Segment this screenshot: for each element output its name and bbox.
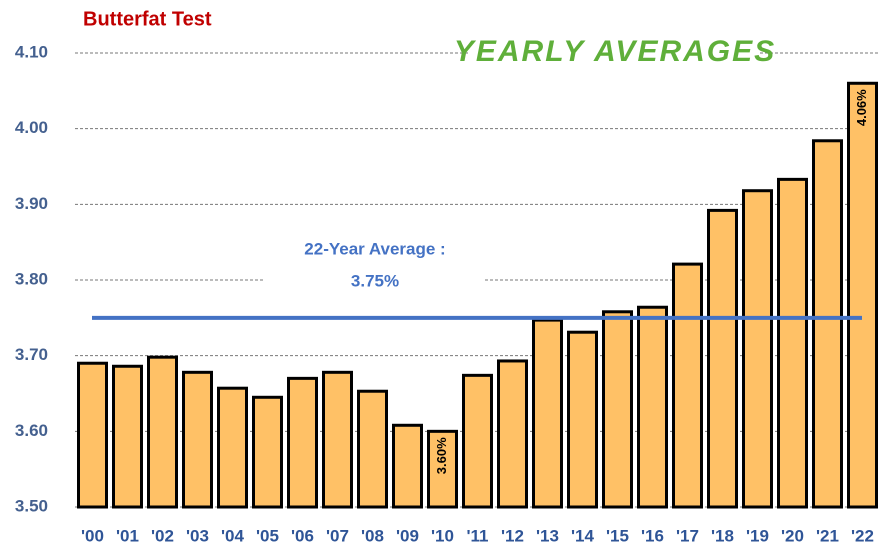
bar [357,389,388,509]
x-tick-label: '06 [291,526,314,545]
x-tick-label: '10 [431,526,454,545]
x-tick-label: '17 [676,526,699,545]
y-tick-label: 3.90 [15,194,48,213]
average-value-label: 3.75% [351,271,399,290]
x-tick-label: '19 [746,526,769,545]
x-tick-label: '15 [606,526,629,545]
annotation-background [265,230,485,300]
y-tick-label: 4.10 [15,42,48,61]
bar [427,429,458,509]
value-label: 3.60% [434,437,449,474]
x-tick-label: '11 [466,526,488,545]
bar [602,310,633,509]
x-tick-label: '02 [151,526,174,545]
bar [742,189,773,509]
x-tick-label: '00 [81,526,104,545]
bar [812,139,843,509]
bar [777,177,808,509]
average-label: 22-Year Average : [304,239,445,258]
chart-title: Butterfat Test [83,8,212,30]
x-tick-label: '14 [571,526,594,545]
x-tick-label: '16 [641,526,664,545]
x-tick-label: '07 [326,526,349,545]
bar [322,370,353,509]
x-tick-label: '20 [781,526,804,545]
x-tick-label: '09 [396,526,419,545]
bar [252,395,283,509]
bar [497,359,528,509]
x-tick-label: '08 [361,526,384,545]
bar [112,364,143,509]
x-tick-label: '21 [816,526,839,545]
bar [182,370,213,509]
x-tick-label: '01 [116,526,139,545]
bar [462,373,493,509]
y-tick-label: 4.00 [15,118,48,137]
bar [672,262,703,509]
bar [217,386,248,509]
x-tick-label: '18 [711,526,734,545]
bar [707,208,738,509]
x-tick-label: '22 [851,526,874,545]
bar [392,423,423,509]
bar [147,355,178,509]
bar [77,361,108,509]
y-tick-label: 3.80 [15,269,48,288]
bar [567,330,598,509]
bar [847,81,878,509]
bar [287,376,318,509]
x-tick-label: '12 [501,526,524,545]
subtitle-background [470,32,760,72]
bar [532,318,563,509]
x-tick-label: '05 [256,526,279,545]
y-tick-label: 3.60 [15,421,48,440]
x-tick-label: '04 [221,526,244,545]
bar [637,305,668,509]
chart-subtitle: YEARLY AVERAGES [454,35,776,68]
y-tick-label: 3.50 [15,496,48,515]
x-tick-label: '03 [186,526,209,545]
value-label: 4.06% [854,89,869,126]
x-tick-label: '13 [536,526,559,545]
y-tick-label: 3.70 [15,345,48,364]
